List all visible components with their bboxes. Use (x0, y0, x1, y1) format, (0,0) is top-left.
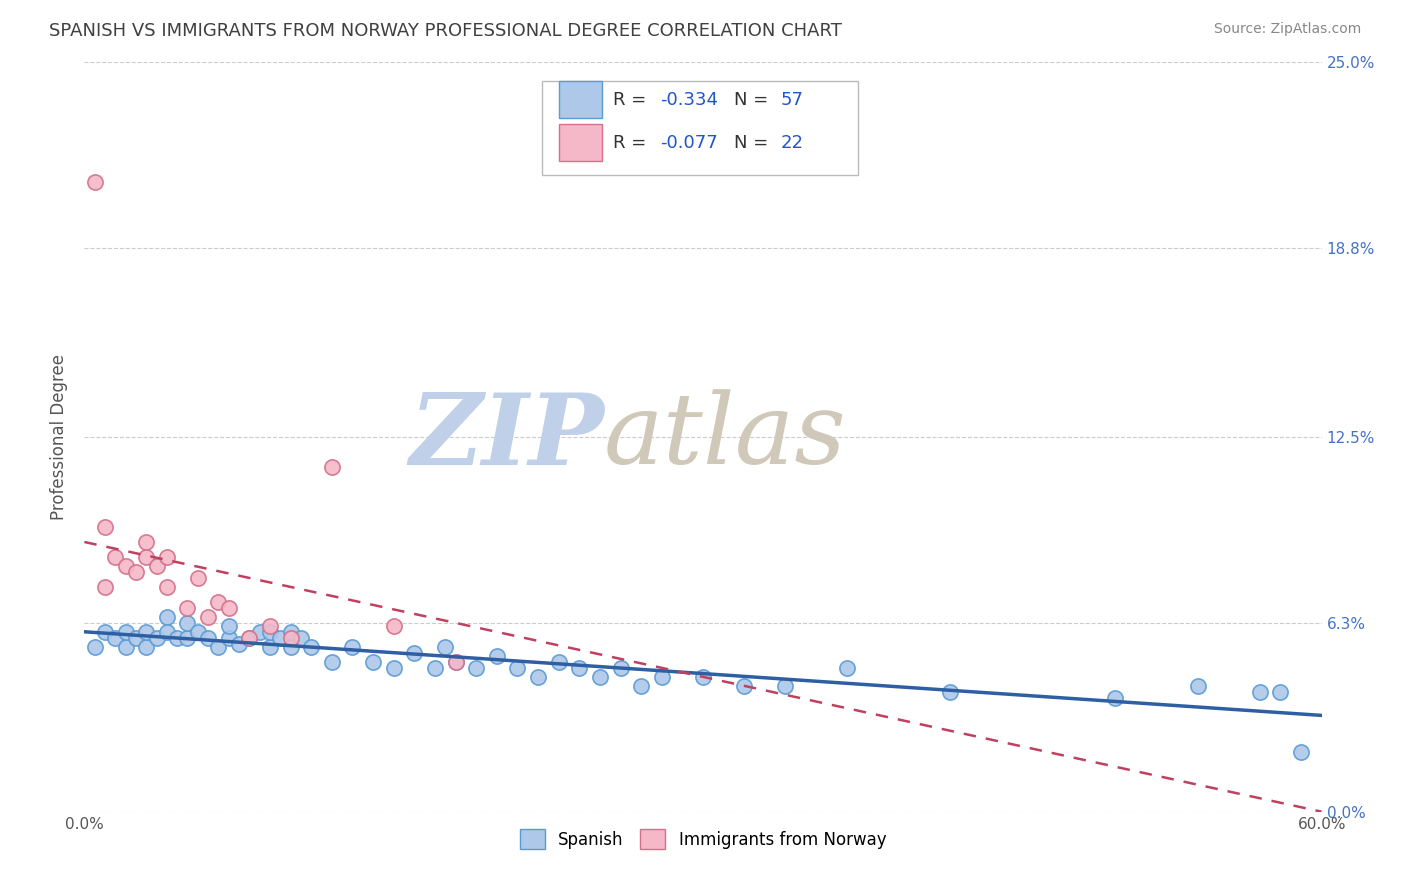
Point (156, 624, 179, 639)
Point (156, 549, 179, 564)
Point (238, 631, 260, 645)
Point (176, 615, 198, 630)
Point (114, 640, 136, 654)
Point (527, 670, 550, 684)
Point (404, 646, 426, 660)
Point (135, 640, 157, 654)
Point (125, 631, 148, 645)
Point (444, 655, 467, 669)
Point (145, 631, 167, 645)
Point (506, 661, 529, 675)
Point (280, 624, 302, 639)
Point (280, 640, 302, 654)
Point (166, 631, 188, 645)
Text: -0.334: -0.334 (659, 91, 717, 109)
Point (382, 619, 405, 633)
Point (207, 640, 229, 654)
Text: N =: N = (734, 134, 773, 152)
Point (145, 558, 167, 573)
Point (299, 640, 322, 654)
Text: N =: N = (734, 91, 773, 109)
Point (568, 661, 591, 675)
Point (259, 640, 281, 654)
Point (1249, 685, 1271, 699)
Point (1187, 679, 1209, 693)
Text: -0.077: -0.077 (659, 134, 717, 152)
Text: ZIP: ZIP (409, 389, 605, 485)
Point (207, 595, 229, 609)
Text: 22: 22 (780, 134, 804, 152)
Point (135, 549, 157, 564)
Point (1270, 685, 1292, 699)
Point (837, 661, 859, 675)
Point (321, 460, 343, 475)
Text: R =: R = (613, 134, 651, 152)
Text: atlas: atlas (605, 390, 846, 484)
Point (361, 655, 384, 669)
Point (114, 624, 136, 639)
Point (218, 619, 240, 633)
Point (775, 679, 797, 693)
Point (228, 637, 250, 651)
Point (156, 580, 179, 594)
Point (104, 549, 127, 564)
Point (83, 175, 105, 189)
Point (651, 670, 673, 684)
Point (485, 648, 508, 663)
Point (125, 565, 148, 579)
Point (94, 520, 117, 534)
Text: 57: 57 (780, 91, 804, 109)
Point (114, 558, 136, 573)
Point (197, 610, 219, 624)
Point (238, 631, 260, 645)
Point (259, 619, 281, 633)
Point (269, 631, 291, 645)
Point (156, 610, 179, 624)
Point (423, 661, 446, 675)
Point (290, 631, 312, 645)
Point (321, 655, 343, 669)
Text: R =: R = (613, 91, 651, 109)
Point (83, 640, 105, 654)
Point (104, 631, 127, 645)
FancyBboxPatch shape (543, 81, 858, 175)
Point (187, 571, 209, 585)
Text: SPANISH VS IMMIGRANTS FROM NORWAY PROFESSIONAL DEGREE CORRELATION CHART: SPANISH VS IMMIGRANTS FROM NORWAY PROFES… (49, 22, 842, 40)
Point (434, 640, 457, 654)
Point (218, 601, 240, 615)
Point (444, 655, 467, 669)
Point (176, 601, 198, 615)
Point (465, 661, 488, 675)
Point (733, 679, 755, 693)
Point (280, 631, 302, 645)
Text: Source: ZipAtlas.com: Source: ZipAtlas.com (1213, 22, 1361, 37)
Point (135, 624, 157, 639)
Point (1289, 745, 1312, 759)
Point (259, 624, 281, 639)
Point (187, 624, 209, 639)
Point (176, 631, 198, 645)
Point (692, 670, 714, 684)
Point (197, 631, 219, 645)
Point (94, 580, 117, 594)
Legend: Spanish, Immigrants from Norway: Spanish, Immigrants from Norway (513, 822, 893, 855)
Point (342, 640, 364, 654)
Y-axis label: Professional Degree: Professional Degree (51, 354, 69, 520)
Point (94, 624, 117, 639)
Point (630, 679, 652, 693)
FancyBboxPatch shape (560, 124, 602, 161)
Point (589, 670, 612, 684)
Point (249, 624, 271, 639)
Point (547, 655, 569, 669)
Point (1104, 690, 1126, 705)
Point (939, 685, 962, 699)
Point (218, 631, 240, 645)
Point (609, 661, 631, 675)
Point (382, 661, 405, 675)
FancyBboxPatch shape (560, 81, 602, 119)
Point (135, 535, 157, 549)
